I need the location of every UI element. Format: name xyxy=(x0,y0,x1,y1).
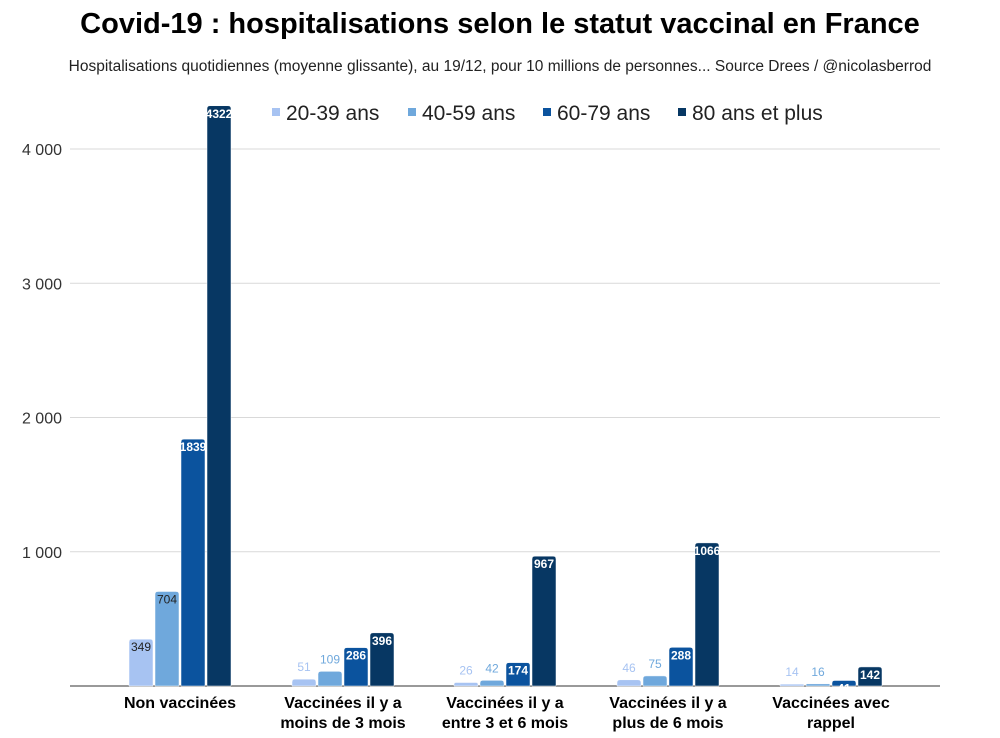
bar xyxy=(779,683,805,687)
bar-value-label: 42 xyxy=(485,661,499,675)
x-tick-label: rappel xyxy=(807,715,855,732)
y-axis: 1 000 2 000 3 000 4 000 xyxy=(22,142,62,562)
data-labels: 349 704 1839 4322 51 109 286 396 26 42 174 967 46 75 2… xyxy=(131,107,880,696)
bar-value-label: 16 xyxy=(811,665,825,679)
legend-label: 20-39 ans xyxy=(286,102,379,125)
bar xyxy=(180,438,206,687)
bar xyxy=(479,680,505,687)
y-tick-label: 4 000 xyxy=(22,142,62,159)
legend-swatch xyxy=(272,108,280,116)
bar-value-label: 967 xyxy=(534,557,554,571)
bar-value-label: 46 xyxy=(622,661,636,675)
bar xyxy=(369,632,395,687)
bar xyxy=(616,679,642,687)
x-tick-label: entre 3 et 6 mois xyxy=(442,715,568,732)
x-tick-label: Vaccinées il y a xyxy=(284,695,402,712)
y-tick-label: 2 000 xyxy=(22,411,62,428)
bar-value-label: 26 xyxy=(459,664,473,678)
bar xyxy=(668,647,694,687)
bar xyxy=(831,680,857,687)
x-axis: Non vaccinées Vaccinées il y a moins de 3 … xyxy=(124,695,890,732)
chart-title: Covid-19 : hospitalisations selon le sta… xyxy=(80,8,920,40)
legend-swatch xyxy=(408,108,416,116)
bar xyxy=(694,542,720,687)
bar-value-label: 1839 xyxy=(180,440,207,454)
legend-label: 60-79 ans xyxy=(557,102,650,125)
bar xyxy=(317,671,343,687)
bar xyxy=(128,638,154,687)
bar-value-label: 41 xyxy=(837,681,851,695)
bar-value-label: 142 xyxy=(860,668,880,682)
bar xyxy=(154,591,180,687)
chart-subtitle: Hospitalisations quotidiennes (moyenne g… xyxy=(68,58,932,75)
x-tick-label: Vaccinées il y a xyxy=(446,695,564,712)
x-tick-label: Vaccinées il y a xyxy=(609,695,727,712)
bar xyxy=(343,647,369,687)
bar-value-label: 288 xyxy=(671,648,691,662)
bar-value-label: 51 xyxy=(297,660,311,674)
bar-value-label: 109 xyxy=(320,652,340,666)
y-tick-label: 1 000 xyxy=(22,545,62,562)
bar-value-label: 174 xyxy=(508,664,528,678)
bar xyxy=(453,682,479,687)
bar-value-label: 14 xyxy=(785,665,799,679)
legend: 20-39 ans 40-59 ans 60-79 ans 80 ans et plu… xyxy=(272,102,823,125)
bar xyxy=(805,683,831,687)
bar-value-label: 396 xyxy=(372,634,392,648)
bar-value-label: 349 xyxy=(131,640,151,654)
x-tick-label: moins de 3 mois xyxy=(280,715,405,732)
bar xyxy=(505,662,531,687)
bar-value-label: 704 xyxy=(157,592,177,606)
bars xyxy=(128,105,883,687)
bar xyxy=(206,105,232,687)
x-tick-label: Non vaccinées xyxy=(124,695,236,712)
bar xyxy=(291,678,317,687)
bar-value-label: 1066 xyxy=(694,544,721,558)
bar-value-label: 75 xyxy=(648,657,662,671)
bar xyxy=(531,555,557,687)
legend-label: 80 ans et plus xyxy=(692,102,823,125)
y-tick-label: 3 000 xyxy=(22,276,62,293)
bar xyxy=(857,666,883,687)
bar-value-label: 286 xyxy=(346,649,366,663)
legend-label: 40-59 ans xyxy=(422,102,515,125)
bar xyxy=(642,675,668,687)
x-tick-label: plus de 6 mois xyxy=(612,715,723,732)
bar-value-label: 4322 xyxy=(206,107,233,121)
legend-swatch xyxy=(543,108,551,116)
legend-swatch xyxy=(678,108,686,116)
x-tick-label: Vaccinées avec xyxy=(772,695,890,712)
